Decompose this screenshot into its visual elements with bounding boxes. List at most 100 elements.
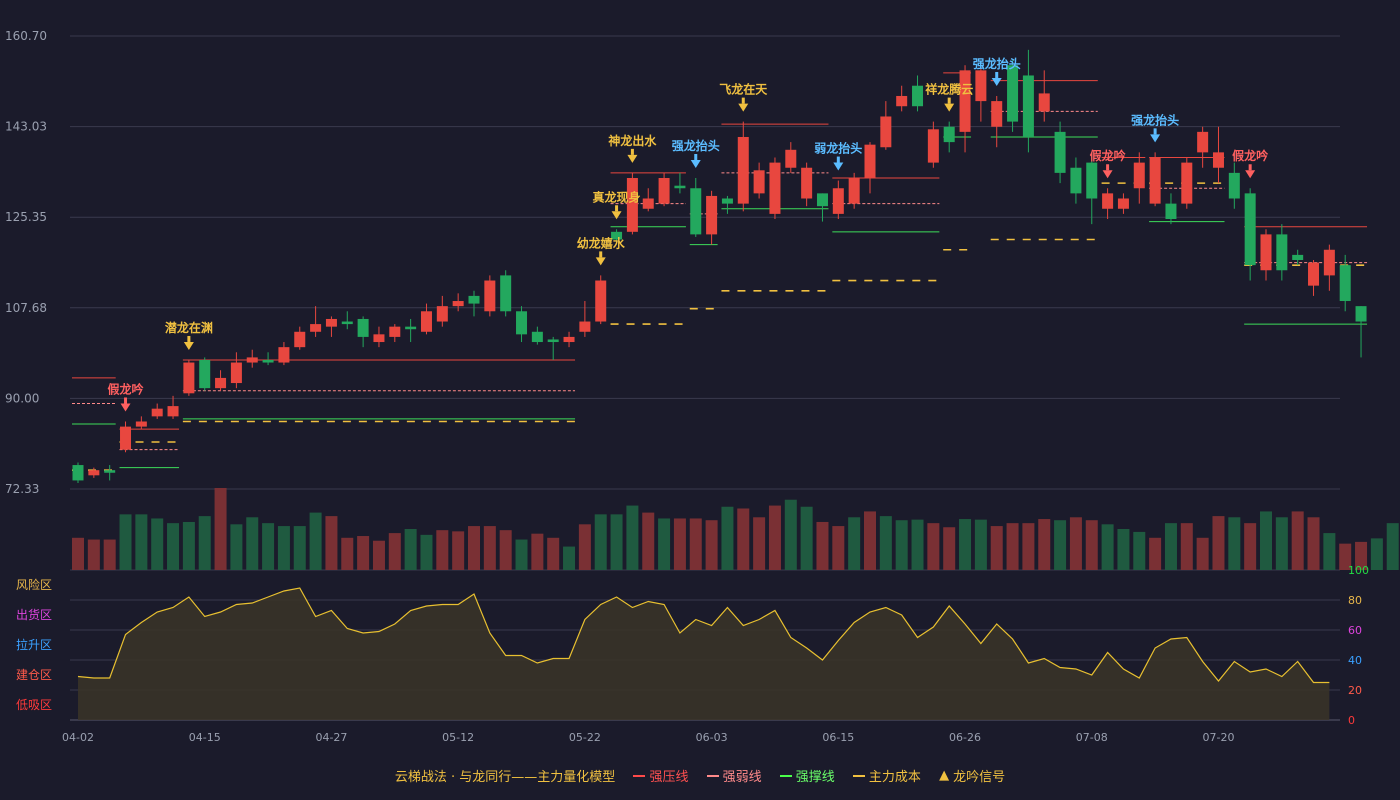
signal-arrow-stem xyxy=(599,251,603,258)
volume-bar xyxy=(800,506,813,570)
candle-body xyxy=(1339,265,1351,302)
signal-label: 飞龙在天 xyxy=(719,82,768,97)
price-tick-label: 143.03 xyxy=(5,120,47,134)
legend-item-main-cost: 主力成本 xyxy=(852,766,921,785)
signal-arrow-icon xyxy=(1150,134,1161,143)
volume-bar xyxy=(1006,523,1019,570)
signal-arrow-icon xyxy=(627,154,638,163)
candle-body xyxy=(341,321,353,325)
candle-body xyxy=(721,198,733,204)
risk-zone-label: 风险区 xyxy=(16,577,52,592)
volume-bar xyxy=(610,514,623,570)
candle-body xyxy=(801,167,813,199)
risk-zone-label: 建仓区 xyxy=(16,668,52,682)
volume-bar xyxy=(990,526,1003,570)
candle-body xyxy=(1260,234,1272,271)
volume-bar xyxy=(103,539,116,570)
volume-bar xyxy=(1101,524,1114,570)
volume-bar xyxy=(768,505,781,570)
volume-bar xyxy=(1133,531,1146,570)
signal-arrow-stem xyxy=(187,335,191,342)
candle-body xyxy=(420,311,432,332)
date-tick-label: 04-27 xyxy=(315,731,347,744)
volume-bar xyxy=(1196,537,1209,570)
legend-item-strong-press: 强压线 xyxy=(633,766,688,785)
signal-arrow-stem xyxy=(694,153,698,160)
candle-body xyxy=(1197,131,1209,153)
volume-bar xyxy=(689,518,702,570)
triangle-icon: ▲ xyxy=(939,768,950,783)
volume-bar xyxy=(246,517,259,570)
candle-body xyxy=(832,188,844,214)
candle-body xyxy=(389,326,401,337)
candle-body xyxy=(1007,65,1019,122)
candle-body xyxy=(547,339,559,343)
candle-body xyxy=(1292,254,1304,261)
legend-swatch xyxy=(852,774,865,777)
risk-zone-label: 出货区 xyxy=(16,607,52,622)
signal-arrow-icon xyxy=(991,77,1002,86)
volume-bar xyxy=(705,520,718,570)
risk-tick-label: 0 xyxy=(1348,714,1355,727)
signal-arrow-icon xyxy=(944,103,955,112)
volume-bar xyxy=(1244,523,1257,570)
candle-body xyxy=(104,470,116,473)
legend-item-strong-weak: 强弱线 xyxy=(706,766,762,785)
signal-arrow-stem xyxy=(947,97,951,104)
candle-body xyxy=(1133,162,1145,189)
volume-bar xyxy=(182,521,195,570)
legend-label: 主力成本 xyxy=(868,770,921,785)
candle-body xyxy=(1212,152,1224,168)
volume-bar xyxy=(594,514,607,570)
candle-body xyxy=(120,426,132,450)
volume-bar xyxy=(1307,517,1320,570)
candle-body xyxy=(1038,93,1050,112)
price-tick-label: 160.70 xyxy=(5,29,47,43)
risk-tick-label: 100 xyxy=(1348,564,1369,577)
grid-lines xyxy=(70,35,1340,490)
signal-label: 弱龙抬头 xyxy=(814,141,862,156)
candle-body xyxy=(611,231,623,240)
candle-body xyxy=(1149,157,1161,204)
candle-body xyxy=(864,144,876,178)
candle-body xyxy=(959,70,971,132)
price-tick-label: 107.68 xyxy=(5,301,47,315)
volume-bar xyxy=(753,517,766,570)
candle-body xyxy=(927,129,939,163)
candle-body xyxy=(880,116,892,148)
volume-bar xyxy=(309,512,322,570)
candle-body xyxy=(516,311,528,335)
signal-arrow-stem xyxy=(836,156,840,163)
volume-bar xyxy=(879,516,892,570)
signal-label: 真龙现身 xyxy=(593,189,641,204)
date-tick-label: 04-15 xyxy=(189,731,221,744)
signal-arrow-icon xyxy=(611,211,622,220)
volume-bar xyxy=(357,536,370,570)
volume-bar xyxy=(626,505,639,570)
risk-tick-label: 60 xyxy=(1348,624,1362,637)
candle-body xyxy=(1276,234,1288,271)
signal-arrow-stem xyxy=(995,71,999,78)
risk-zone-label: 低吸区 xyxy=(16,698,52,712)
candle-body xyxy=(468,295,480,304)
candle-body xyxy=(452,301,464,307)
volume-bar xyxy=(531,533,544,570)
volume-bar xyxy=(959,519,972,570)
volume-bar xyxy=(658,518,671,570)
volume-bar xyxy=(1022,523,1035,570)
signal-arrow-stem xyxy=(615,205,619,212)
legend-label: 强弱线 xyxy=(722,770,762,785)
volume-bar xyxy=(642,512,655,570)
volume-bar xyxy=(1339,543,1352,570)
volume-bar xyxy=(1212,516,1225,570)
date-tick-label: 06-03 xyxy=(696,731,728,744)
volume-bar xyxy=(1260,511,1272,570)
signal-label: 假龙吟 xyxy=(1232,148,1268,163)
volume-bar xyxy=(578,524,591,570)
candle-body xyxy=(88,470,100,476)
signal-arrow-icon xyxy=(120,403,131,412)
candle-body xyxy=(737,136,749,204)
signal-label: 强龙抬头 xyxy=(1131,112,1179,127)
volume-bar xyxy=(341,537,354,570)
